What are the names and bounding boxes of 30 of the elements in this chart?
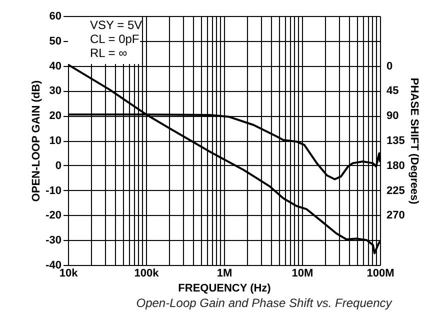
y-tick-label: -40	[46, 260, 62, 272]
y-tick-label: 60	[49, 10, 62, 22]
annotation: RL = ∞	[90, 46, 128, 60]
y-tick-label: 0	[55, 160, 62, 172]
y-tick-label: 10	[49, 135, 62, 147]
y-tick-label: -10	[46, 184, 62, 197]
x-tick-label: 1M	[216, 268, 232, 280]
y-tick-label: 50	[49, 35, 62, 48]
y-tick-label: 30	[49, 85, 62, 98]
y2-axis-title: PHASE SHIFT (Degrees)	[408, 78, 420, 205]
y2-tick-label: 0	[386, 60, 393, 72]
annotation: CL = 0pF	[90, 32, 140, 46]
annotation: VSY = 5V	[90, 18, 142, 32]
x-tick-label: 10k	[59, 268, 79, 280]
y2-tick-label: 270	[386, 210, 405, 222]
y-axis-title: OPEN-LOOP GAIN (dB)	[30, 80, 43, 202]
y-tick-label: -30	[46, 234, 62, 247]
x-tick-label: 100M	[366, 268, 394, 280]
x-axis-title: FREQUENCY (Hz)	[178, 282, 272, 294]
y-tick-label: 40	[49, 60, 62, 72]
y2-tick-label: 180	[386, 160, 405, 172]
y-tick-label: -20	[46, 210, 62, 222]
x-tick-label: 10M	[292, 268, 314, 280]
y2-tick-label: 135	[386, 135, 405, 147]
y2-tick-label: 225	[386, 184, 405, 197]
y-tick-label: 20	[49, 110, 62, 122]
x-tick-label: 100k	[134, 268, 160, 280]
text: Open-Loop Gain and Phase Shift vs. Frequency	[136, 296, 393, 310]
y2-tick-label: 90	[386, 110, 399, 122]
y2-tick-label: 45	[386, 85, 399, 98]
